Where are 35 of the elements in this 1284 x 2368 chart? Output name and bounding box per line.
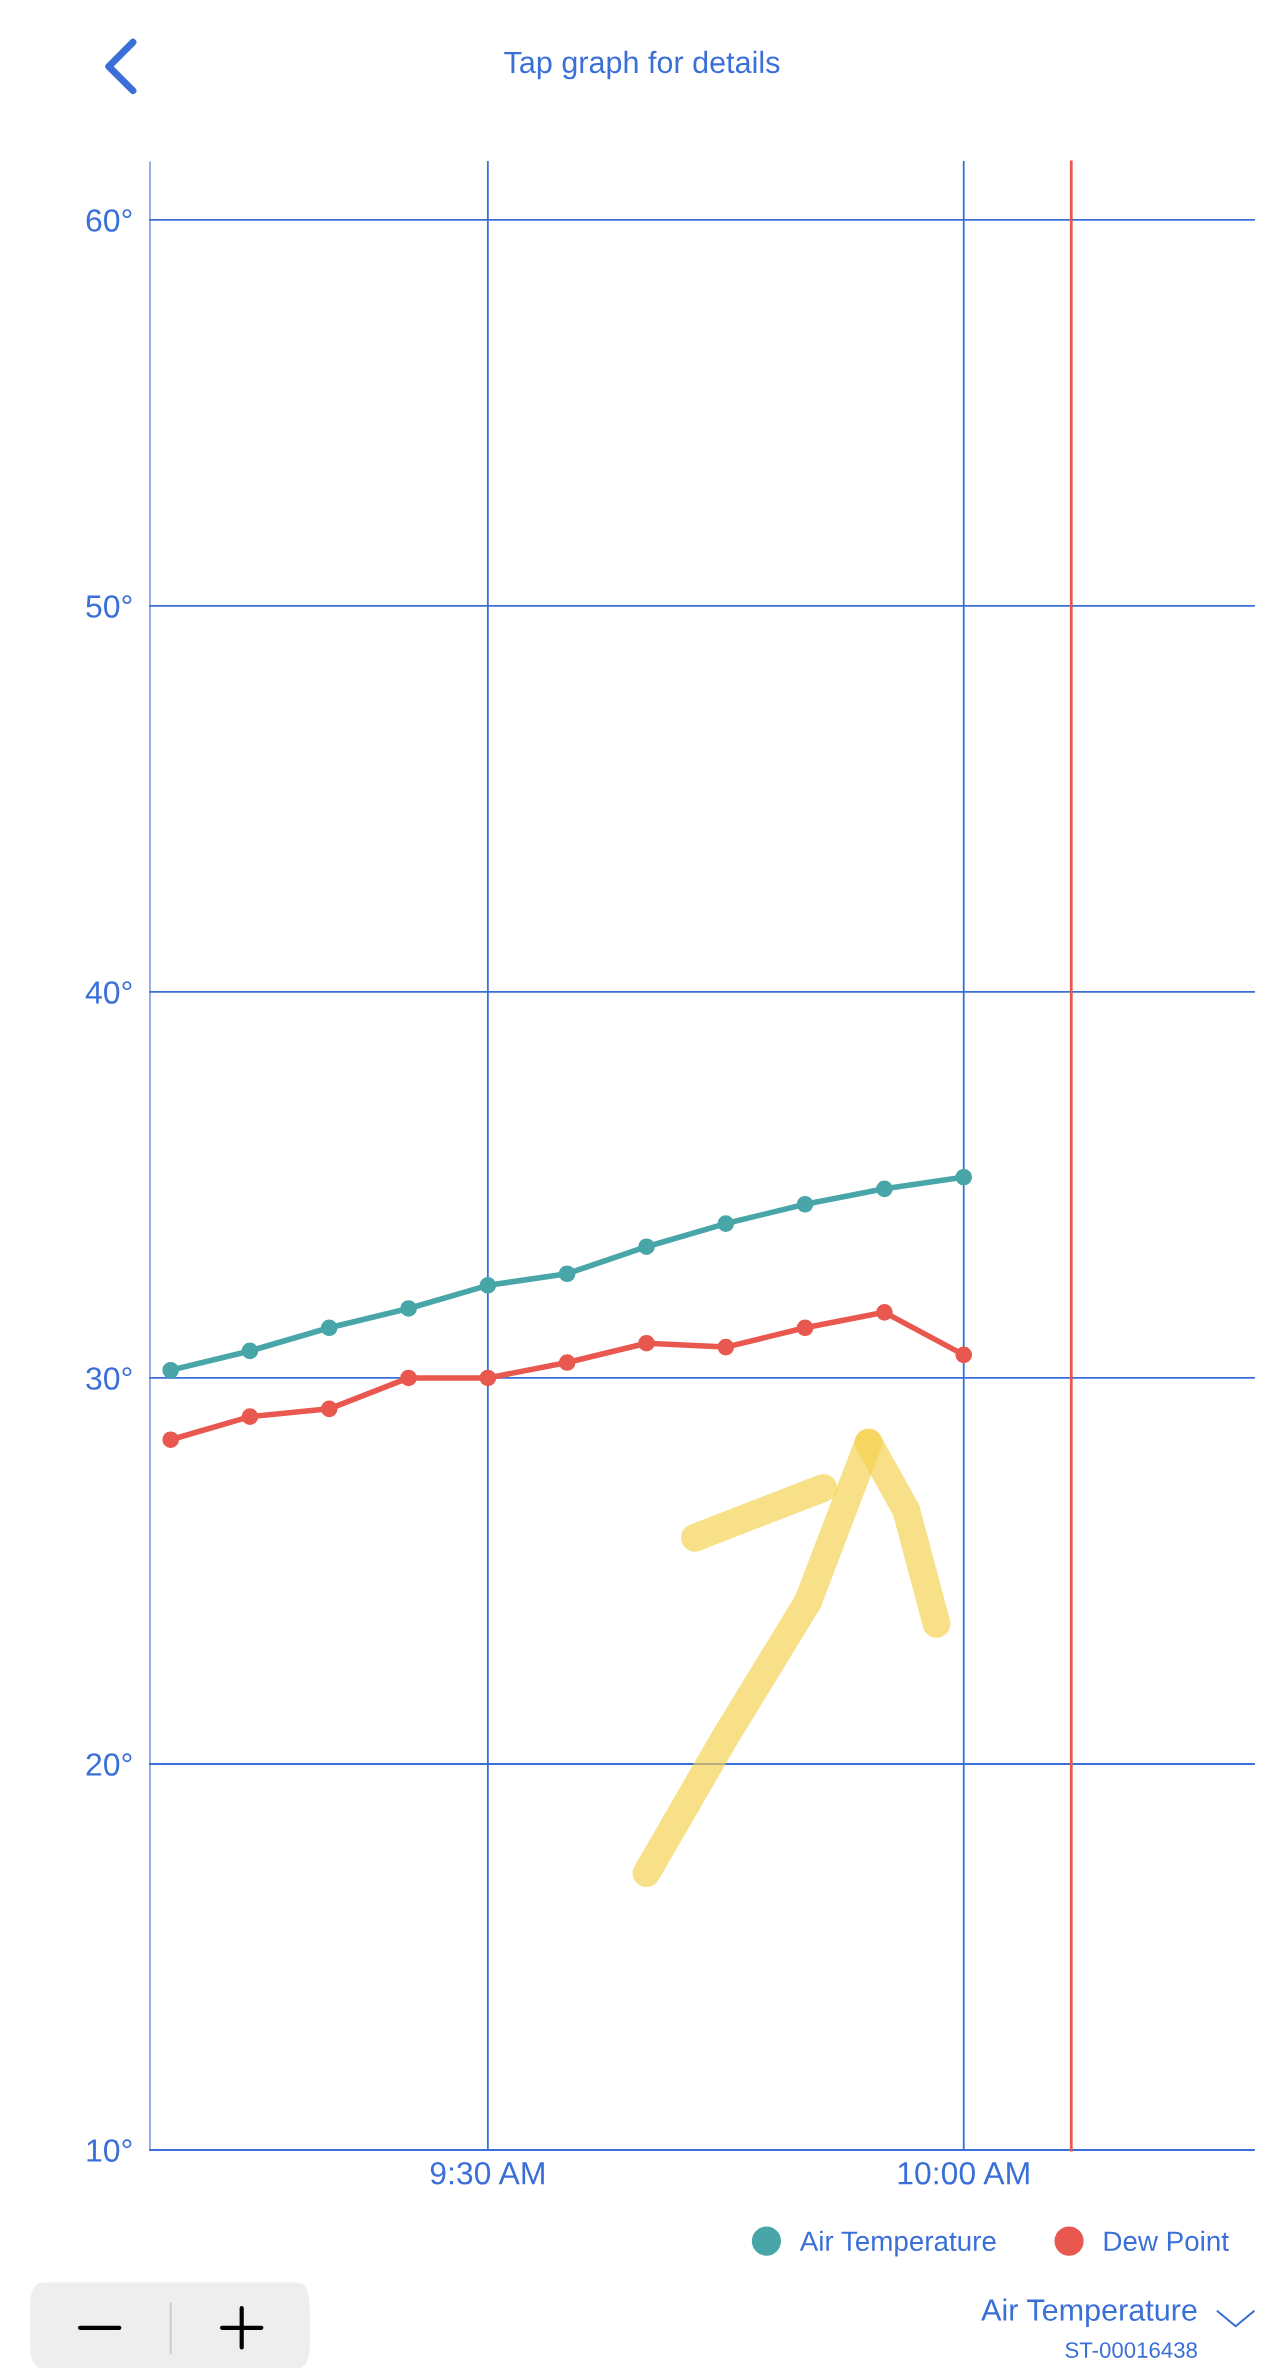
point <box>400 1300 417 1317</box>
point <box>320 1400 338 1418</box>
point <box>400 1369 417 1387</box>
y-tick-label: 60° <box>86 209 132 232</box>
point <box>162 1361 179 1379</box>
point <box>638 1238 655 1256</box>
y-tick-label: 20° <box>86 1753 132 1776</box>
point <box>717 1338 735 1356</box>
point <box>955 1346 973 1364</box>
point <box>955 1168 973 1186</box>
point <box>479 1276 497 1294</box>
y-tick-label: 30° <box>86 1367 132 1390</box>
point <box>162 1431 179 1449</box>
point <box>717 1215 735 1232</box>
y-tick-label: 10° <box>87 2139 132 2162</box>
point <box>241 1408 259 1425</box>
point <box>241 1342 259 1360</box>
x-tick-label: 9:30 AM <box>430 2161 544 2185</box>
point <box>479 1369 497 1387</box>
chart-title: Tap graph for details <box>504 50 780 80</box>
x-tick-label: 10:00 AM <box>898 2161 1029 2185</box>
y-tick-label: 40° <box>85 981 132 1004</box>
point <box>558 1354 576 1371</box>
text: Air Temperature <box>981 2298 1197 2327</box>
legend-label: Air Temperature <box>799 2230 996 2257</box>
point <box>638 1334 655 1352</box>
point <box>796 1319 814 1337</box>
point <box>558 1265 576 1283</box>
legend-label: Dew Point <box>1104 2230 1229 2252</box>
point <box>876 1180 893 1198</box>
y-tick-label: 50° <box>86 595 132 618</box>
point <box>876 1304 893 1321</box>
point <box>320 1319 338 1337</box>
point <box>796 1195 814 1213</box>
text: ST-00016438 <box>1065 2342 1197 2358</box>
